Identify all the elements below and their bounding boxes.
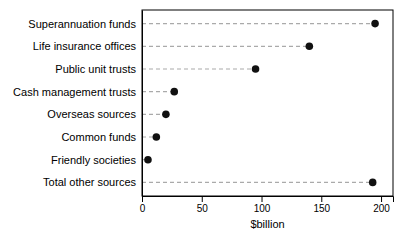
x-tick-line xyxy=(262,196,263,202)
y-tick: Overseas sources xyxy=(47,108,136,120)
chart: 0 50 100 150 200 Superannuation funds Life ins… xyxy=(0,0,409,234)
dot xyxy=(306,43,314,51)
y-tick-label: Common funds xyxy=(61,131,136,143)
x-tick: 50 xyxy=(197,196,209,214)
x-tick: 100 xyxy=(254,196,271,214)
x-tick-line xyxy=(381,196,382,202)
dot xyxy=(170,88,178,96)
x-tick-label: 50 xyxy=(197,203,209,214)
y-tick-label: Life insurance offices xyxy=(33,40,137,52)
y-tick: Friendly societies xyxy=(51,154,136,166)
stem xyxy=(142,91,174,92)
dot xyxy=(369,179,377,187)
y-tick: Life insurance offices xyxy=(33,40,137,52)
y-tick-label: Friendly societies xyxy=(51,154,136,166)
dot xyxy=(162,111,170,119)
y-axis: Superannuation funds Life insurance offic… xyxy=(13,11,142,197)
marks xyxy=(142,20,379,186)
dot xyxy=(144,156,152,164)
plot: 0 50 100 150 200 Superannuation funds Life ins… xyxy=(13,10,393,230)
dot xyxy=(153,133,161,141)
x-tick-label: 0 xyxy=(140,203,146,214)
y-tick: Cash management trusts xyxy=(13,86,136,98)
axis-domain xyxy=(142,11,143,197)
x-tick: 200 xyxy=(373,196,390,214)
y-tick-label: Superannuation funds xyxy=(28,18,136,30)
x-tick-line xyxy=(202,196,203,202)
y-tick: Total other sources xyxy=(43,176,136,188)
stem xyxy=(142,68,256,69)
x-tick: 150 xyxy=(313,196,330,214)
y-tick-label: Public unit trusts xyxy=(55,63,136,75)
y-tick: Superannuation funds xyxy=(28,18,136,30)
axis-domain xyxy=(143,197,394,203)
dot xyxy=(252,65,260,73)
x-tick-label: 100 xyxy=(254,203,271,214)
dot xyxy=(371,20,379,28)
stem xyxy=(142,182,373,183)
y-tick-label: Total other sources xyxy=(43,176,136,188)
stem xyxy=(142,23,375,24)
plot-frame xyxy=(142,10,393,196)
x-tick-line xyxy=(321,196,322,202)
x-tick-label: 150 xyxy=(313,203,330,214)
x-tick: 0 xyxy=(140,196,146,214)
y-tick-label: Cash management trusts xyxy=(13,86,136,98)
y-tick-label: Overseas sources xyxy=(47,108,136,120)
stem xyxy=(142,46,309,47)
x-tick-line xyxy=(142,196,143,202)
x-axis: 0 50 100 150 200 xyxy=(140,196,394,214)
y-tick: Common funds xyxy=(61,131,136,143)
x-tick-label: 200 xyxy=(373,203,390,214)
y-tick: Public unit trusts xyxy=(55,63,136,75)
x-axis-title: $billion xyxy=(250,218,284,230)
